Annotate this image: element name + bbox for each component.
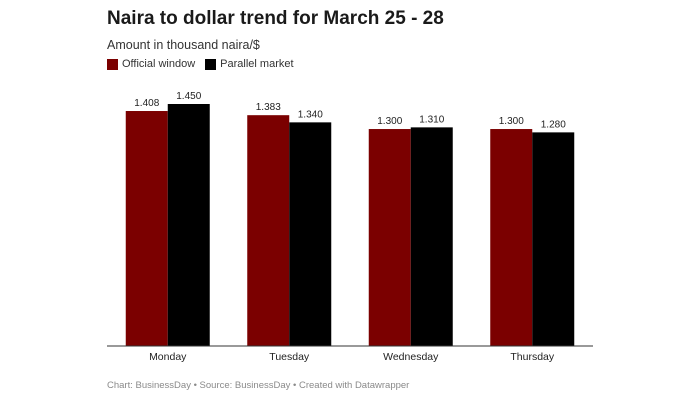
bar-wednesday-series-0 bbox=[368, 129, 411, 346]
chart-subtitle: Amount in thousand naira/$ bbox=[107, 38, 260, 52]
x-tick-label-thursday: Thursday bbox=[510, 351, 555, 363]
legend-swatch-official bbox=[107, 58, 118, 70]
data-label-thursday-series-1: 1.280 bbox=[541, 119, 566, 130]
chart-footer: Chart: BusinessDay • Source: BusinessDay… bbox=[107, 380, 410, 391]
legend-item-official: Official window bbox=[107, 58, 195, 70]
data-label-thursday-series-0: 1.300 bbox=[499, 116, 524, 127]
bar-thursday-series-1 bbox=[532, 132, 575, 346]
bar-thursday-series-0 bbox=[490, 129, 533, 346]
data-label-tuesday-series-1: 1.340 bbox=[298, 109, 323, 120]
bar-tuesday-series-1 bbox=[289, 122, 332, 347]
data-label-monday-series-0: 1.408 bbox=[134, 98, 159, 109]
legend-swatch-parallel bbox=[205, 58, 217, 70]
data-label-tuesday-series-0: 1.383 bbox=[256, 102, 281, 113]
data-label-monday-series-1: 1.450 bbox=[176, 91, 201, 102]
legend-label-parallel: Parallel market bbox=[220, 58, 294, 70]
chart-legend: Official window Parallel market bbox=[107, 58, 294, 70]
legend-item-parallel: Parallel market bbox=[205, 58, 294, 70]
data-label-wednesday-series-0: 1.300 bbox=[377, 116, 402, 127]
x-tick-label-wednesday: Wednesday bbox=[383, 351, 439, 363]
chart-title: Naira to dollar trend for March 25 - 28 bbox=[107, 8, 444, 29]
x-tick-label-tuesday: Tuesday bbox=[269, 351, 310, 363]
x-tick-label-monday: Monday bbox=[149, 351, 187, 363]
bar-monday-series-0 bbox=[125, 111, 168, 346]
bar-monday-series-1 bbox=[167, 104, 210, 346]
bar-tuesday-series-0 bbox=[247, 115, 290, 346]
data-label-wednesday-series-1: 1.310 bbox=[419, 114, 444, 125]
bar-wednesday-series-1 bbox=[410, 127, 453, 347]
legend-label-official: Official window bbox=[122, 58, 196, 70]
